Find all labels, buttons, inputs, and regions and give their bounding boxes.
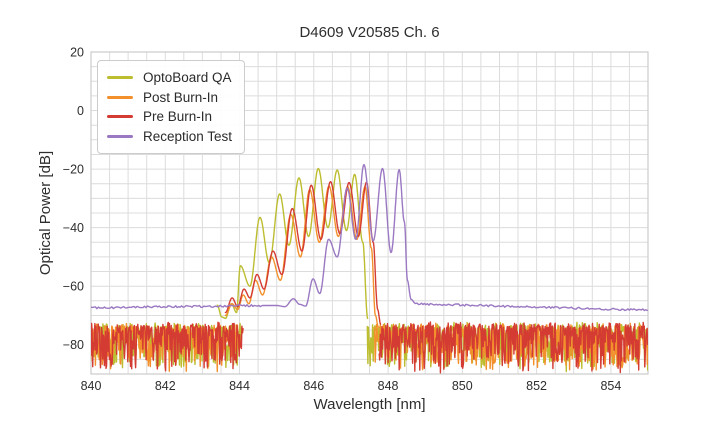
y-axis-label: Optical Power [dB] [37, 150, 54, 276]
series-line-pre-burn-in [91, 181, 648, 374]
x-tick-label: 846 [303, 379, 324, 393]
x-tick-label: 840 [81, 379, 102, 393]
x-tick-label: 848 [378, 379, 399, 393]
legend-line-swatch [107, 115, 133, 119]
chart-title: D4609 V20585 Ch. 6 [299, 24, 440, 41]
x-axis-label: Wavelength [nm] [313, 396, 426, 413]
plot-border [90, 51, 649, 375]
y-tick-label: −40 [63, 221, 84, 235]
x-tick-label: 844 [229, 379, 250, 393]
y-tick-label: 20 [70, 46, 84, 60]
legend-item-post-burn-in: Post Burn-In [107, 88, 232, 108]
x-tick-label: 850 [452, 379, 473, 393]
legend-item-pre-burn-in: Pre Burn-In [107, 107, 232, 127]
x-tick-label: 854 [600, 379, 621, 393]
legend-line-swatch [107, 95, 133, 99]
y-tick-label: −80 [63, 338, 84, 352]
legend-line-swatch [107, 76, 133, 80]
y-tick-label: −20 [63, 163, 84, 177]
legend-item-optoboard-qa: OptoBoard QA [107, 68, 232, 88]
x-tick-label: 842 [155, 379, 176, 393]
legend: OptoBoard QA Post Burn-In Pre Burn-In Re… [97, 60, 246, 154]
legend-label: Pre Burn-In [143, 109, 213, 125]
legend-label: Post Burn-In [143, 89, 219, 105]
legend-label: OptoBoard QA [143, 70, 232, 86]
legend-line-swatch [107, 134, 133, 138]
series-lines [91, 164, 648, 374]
legend-label: Reception Test [143, 128, 233, 144]
y-tick-label: −60 [63, 280, 84, 294]
y-tick-label: 0 [77, 104, 84, 118]
x-tick-label: 852 [526, 379, 547, 393]
series-line-reception-test [91, 164, 648, 312]
legend-item-reception-test: Reception Test [107, 127, 232, 147]
